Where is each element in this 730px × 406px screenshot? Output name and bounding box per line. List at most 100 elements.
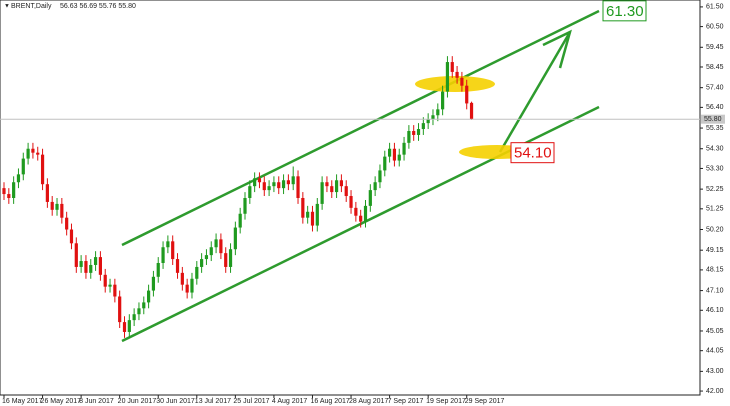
arrow-head: [542, 29, 572, 69]
candle-body: [175, 259, 180, 273]
y-tick-label: 42.00: [706, 388, 724, 395]
candle-body: [460, 77, 464, 86]
y-tick-label: 54.30: [706, 146, 724, 153]
candle-body: [320, 182, 324, 204]
target-box: [602, 0, 647, 22]
candle-body: [55, 203, 59, 210]
y-tick-label: 61.50: [706, 4, 724, 11]
candle-body: [334, 180, 339, 193]
y-tick-label: 56.40: [706, 104, 724, 111]
x-tick-label: 30 Jun 2017: [156, 398, 195, 405]
candle-body: [397, 154, 401, 161]
candle-body: [50, 201, 54, 210]
candle-body: [253, 178, 257, 187]
candle-body: [219, 239, 223, 254]
y-tick-label: 59.45: [706, 44, 724, 51]
candle-body: [296, 176, 300, 198]
candle-body: [195, 266, 199, 279]
candle-body: [436, 109, 440, 116]
candle-body: [267, 186, 271, 191]
candle-body: [166, 241, 170, 248]
candle-body: [108, 284, 112, 287]
candle-body: [151, 276, 156, 291]
x-tick-label: 13 Jul 2017: [195, 398, 231, 405]
y-tick-label: 46.10: [706, 307, 724, 314]
candle-body: [262, 182, 266, 191]
candle-body: [301, 197, 305, 218]
candle-body: [412, 131, 416, 135]
candle-body: [118, 296, 122, 323]
candle-body: [122, 322, 127, 332]
target-label: 54.10: [514, 145, 552, 162]
candle-body: [113, 284, 117, 297]
candle-body: [431, 115, 435, 120]
y-tick-label: 49.15: [706, 247, 724, 254]
y-tick-label: 51.25: [706, 206, 724, 213]
candle-body: [310, 211, 315, 226]
candle-body: [421, 123, 425, 130]
candle-body: [209, 247, 213, 256]
current-price-label: 55.80: [704, 116, 722, 123]
candle-body: [306, 211, 310, 218]
candle-body: [12, 182, 16, 198]
candle-body: [378, 170, 382, 183]
y-tick-label: 50.20: [706, 226, 724, 233]
chart-subtitle: 56.63 56.69 55.76 55.80: [60, 3, 136, 10]
candle-body: [132, 314, 136, 321]
candle-body: [272, 182, 276, 187]
candle-body: [2, 188, 6, 195]
candle-body: [137, 308, 141, 315]
candle-body: [171, 241, 175, 260]
current-price-box: [701, 114, 725, 124]
candle-body: [214, 239, 218, 248]
y-tick-label: 45.05: [706, 328, 724, 335]
candle-body: [359, 215, 363, 222]
y-tick-label: 44.05: [706, 348, 724, 355]
candle-body: [281, 180, 286, 189]
candle-body: [243, 197, 247, 214]
candle-body: [388, 148, 392, 157]
candle-body: [180, 272, 184, 285]
candle-body: [89, 264, 93, 273]
candle-body: [257, 178, 262, 183]
y-tick-label: 43.00: [706, 368, 724, 375]
x-tick-label: 8 Jun 2017: [79, 398, 114, 405]
channel-upper: [121, 9, 600, 247]
candle-body: [445, 62, 450, 92]
candle-body: [161, 247, 165, 264]
candle-body: [465, 85, 469, 104]
candle-body: [103, 274, 107, 287]
candle-body: [40, 154, 45, 185]
candle-body: [16, 174, 21, 183]
candle-body: [21, 158, 25, 175]
x-tick-label: 16 Aug 2017: [310, 398, 349, 405]
candle-body: [74, 243, 78, 267]
arrow-shaft: [498, 31, 572, 153]
candle-body: [349, 196, 353, 208]
candle-body: [127, 320, 131, 332]
candle-body: [469, 102, 474, 120]
candle-body: [363, 205, 368, 222]
y-tick-label: 58.45: [706, 64, 724, 71]
candle-body: [156, 263, 160, 277]
candle-body: [228, 249, 233, 267]
candle-body: [147, 290, 151, 303]
candle-body: [407, 131, 411, 143]
candle-body: [65, 217, 69, 230]
target-box: [510, 142, 555, 164]
x-tick-label: 29 Sep 2017: [465, 398, 505, 405]
y-tick-label: 60.50: [706, 23, 724, 30]
candle-body: [200, 259, 204, 267]
target-label: 61.30: [606, 3, 644, 20]
candle-body: [291, 176, 295, 185]
candle-body: [233, 227, 237, 250]
x-tick-label: 25 Jul 2017: [233, 398, 269, 405]
candle-body: [402, 142, 406, 155]
candle-body: [455, 71, 459, 78]
candle-body: [79, 261, 83, 267]
candle-body: [45, 184, 49, 202]
y-tick-label: 55.35: [706, 125, 724, 132]
candle-body: [325, 182, 329, 187]
candle-body: [7, 194, 11, 198]
plot: [2, 56, 474, 338]
